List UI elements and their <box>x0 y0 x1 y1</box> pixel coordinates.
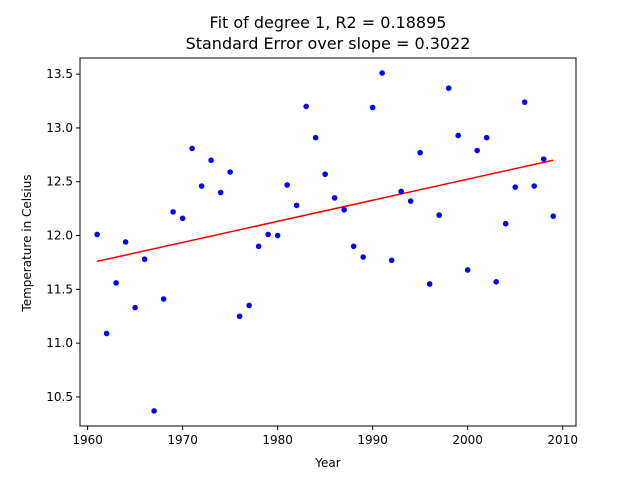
y-tick-label: 10.5 <box>46 390 73 404</box>
data-point <box>455 132 461 139</box>
y-tick-label: 13.5 <box>46 67 73 81</box>
plot-frame <box>79 57 577 427</box>
data-point <box>170 209 176 215</box>
y-tick-label: 11.0 <box>46 336 73 350</box>
data-point <box>521 99 528 105</box>
data-point <box>464 267 471 273</box>
data-point <box>360 254 366 260</box>
data-point <box>151 408 157 414</box>
data-point <box>227 169 233 175</box>
data-point <box>284 182 290 188</box>
data-point <box>426 281 433 287</box>
data-point <box>189 145 195 152</box>
data-point <box>113 280 119 286</box>
data-point <box>502 220 509 227</box>
data-point <box>483 134 490 141</box>
data-point <box>379 70 385 76</box>
data-point <box>350 243 357 250</box>
data-point <box>331 195 338 201</box>
y-tick-label: 11.5 <box>46 282 73 296</box>
data-point <box>369 104 376 111</box>
data-point <box>94 231 100 238</box>
data-point <box>103 330 110 337</box>
x-tick-label: 1980 <box>262 433 293 447</box>
data-point <box>493 279 499 285</box>
x-tick-label: 1970 <box>167 433 198 447</box>
data-point <box>436 212 442 218</box>
x-tick-label: 2010 <box>547 433 578 447</box>
data-point <box>417 149 423 156</box>
data-point <box>141 256 148 263</box>
data-point <box>274 232 281 239</box>
y-axis-label: Temperature in Celsius <box>20 174 34 312</box>
data-point <box>179 215 186 222</box>
data-point <box>540 156 547 162</box>
data-point <box>512 184 518 190</box>
data-point <box>122 239 129 245</box>
axes-layer: 1960 1970 1980 1990 2000 2010 10.5 11.0 11.5 12.0… <box>46 57 578 447</box>
data-point <box>388 257 395 264</box>
data-point <box>322 171 328 178</box>
x-tick-label: 1990 <box>357 433 388 447</box>
data-point <box>293 202 300 209</box>
data-point <box>303 103 309 110</box>
y-tick-label: 12.0 <box>46 229 73 243</box>
data-point <box>265 231 271 238</box>
data-point <box>198 183 205 189</box>
chart-title-line-2: Standard Error over slope = 0.3022 <box>186 34 471 53</box>
data-point <box>550 213 556 219</box>
x-tick-label: 2000 <box>452 433 483 447</box>
data-point <box>445 85 452 91</box>
data-point <box>407 198 414 204</box>
fit-line-layer <box>96 159 554 263</box>
data-point <box>474 147 480 154</box>
x-tick-label: 1960 <box>72 433 103 447</box>
data-point <box>217 189 224 196</box>
data-point <box>236 313 243 320</box>
fit-line <box>96 159 554 263</box>
data-point <box>132 304 138 311</box>
x-axis-label: Year <box>314 456 340 470</box>
y-tick-label: 13.0 <box>46 121 73 135</box>
data-point <box>312 134 319 141</box>
data-point <box>160 296 167 302</box>
data-points-layer <box>94 70 556 414</box>
data-point <box>341 206 347 213</box>
data-point <box>208 157 214 164</box>
data-point <box>531 183 537 189</box>
y-tick-label: 12.5 <box>46 175 73 189</box>
data-point <box>398 188 404 195</box>
data-point <box>255 243 262 250</box>
data-point <box>246 302 252 309</box>
chart-title-line-1: Fit of degree 1, R2 = 0.18895 <box>210 13 447 32</box>
